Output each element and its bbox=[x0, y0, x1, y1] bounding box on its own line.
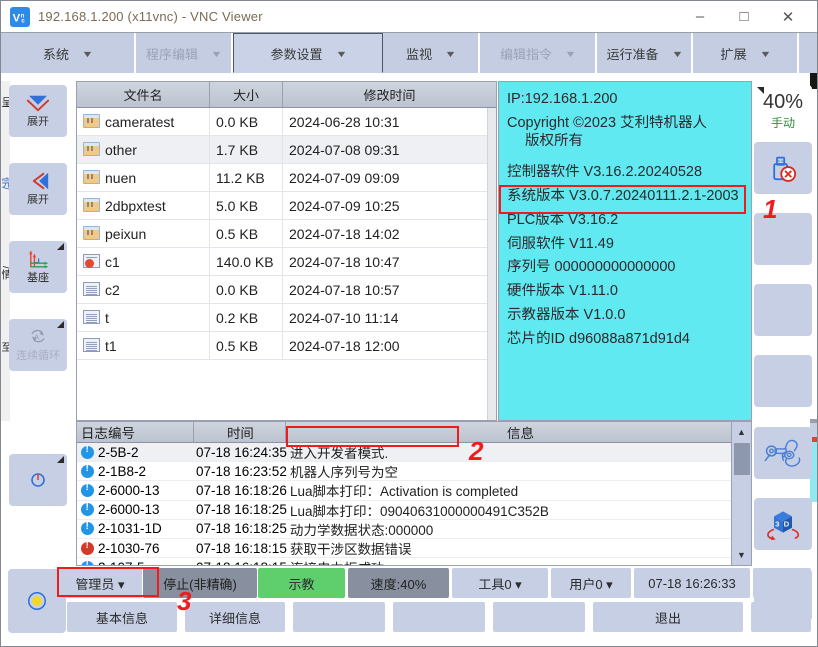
svg-text:D: D bbox=[784, 519, 790, 528]
svg-text:3: 3 bbox=[775, 519, 780, 528]
svg-text:V: V bbox=[13, 12, 21, 24]
svg-text:A: A bbox=[34, 332, 39, 341]
svg-text:c: c bbox=[21, 18, 25, 24]
